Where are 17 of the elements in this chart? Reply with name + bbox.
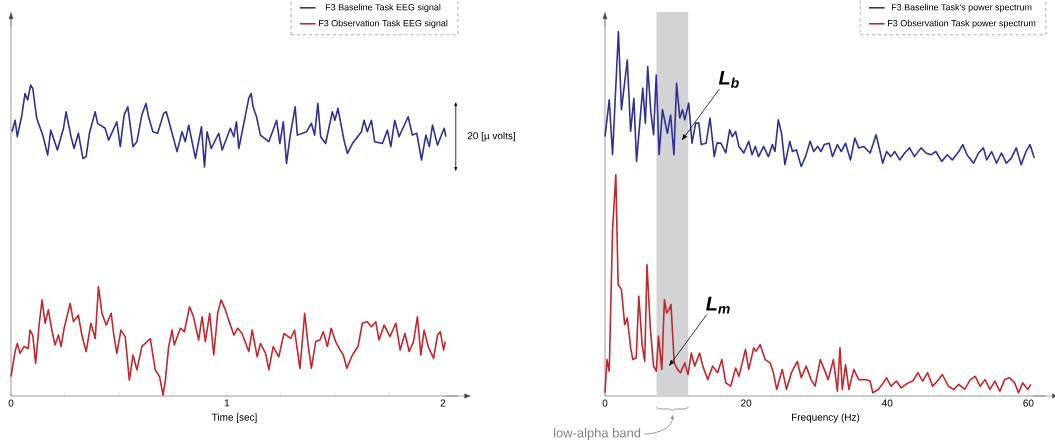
x-tick-label: 20: [741, 399, 752, 407]
x-tick-label: 60: [1023, 399, 1034, 407]
annotation: L$_{m}$: [706, 296, 730, 314]
legend-label: F3 Baseline Task's power spectrum: [891, 3, 1032, 13]
text: 20 [µ volts]: [467, 131, 515, 142]
legend-label: F3 Baseline Task EEG signal: [325, 3, 441, 13]
x-tick-label: 1: [224, 399, 230, 407]
x-tick-label: 40: [881, 399, 893, 407]
annotation: L$_{b}$: [718, 70, 739, 88]
x-axis-title: Time [sec]: [211, 413, 257, 423]
x-tick-label: 0: [602, 399, 608, 407]
x-tick-label: 2: [440, 399, 446, 407]
x-axis-title: Frequency (Hz): [792, 413, 860, 423]
band-label: low-alpha band: [554, 427, 641, 441]
x-tick-label: 0: [8, 399, 14, 407]
legend-label: F3 Observation Task EEG signal: [319, 19, 448, 29]
legend-label: F3 Observation Task power spectrum: [888, 19, 1036, 29]
